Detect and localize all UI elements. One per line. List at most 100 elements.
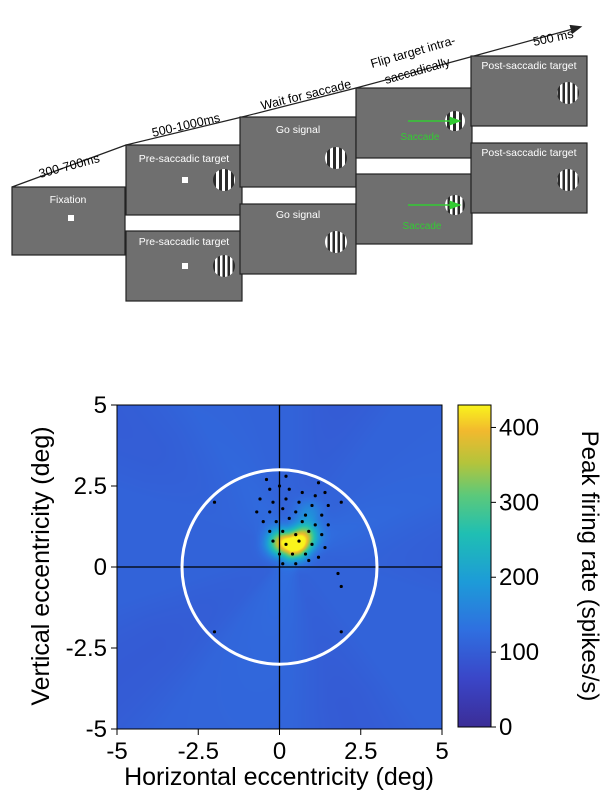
y-tick-label: 2.5 bbox=[74, 473, 107, 500]
data-point bbox=[310, 542, 314, 546]
screen-go-signal-bottom: Go signal bbox=[239, 203, 357, 275]
grating-stimulus bbox=[213, 255, 235, 277]
y-tick-label: -2.5 bbox=[66, 635, 107, 662]
colorbar-tick-label: 0 bbox=[499, 714, 512, 741]
grating-stimulus bbox=[325, 147, 347, 169]
data-point bbox=[268, 529, 272, 533]
stage-label-2: 500-1000ms bbox=[151, 111, 222, 140]
grating-stimulus bbox=[325, 231, 347, 253]
data-point bbox=[313, 494, 317, 498]
screen-post-saccadic-top: Post-saccadic target bbox=[470, 55, 588, 127]
data-point bbox=[255, 510, 259, 514]
screen-post-saccadic-bottom: Post-saccadic target bbox=[470, 142, 588, 214]
screen-go-signal-top: Go signal bbox=[239, 116, 357, 188]
heatmap-chart: -5 -2.5 0 2.5 5 5 2.5 0 -2.5 -5 Horizontal eccent… bbox=[27, 392, 603, 791]
data-point bbox=[336, 571, 340, 576]
data-point bbox=[320, 533, 324, 537]
data-point bbox=[281, 562, 285, 566]
data-point bbox=[271, 500, 275, 504]
data-point bbox=[284, 497, 288, 501]
data-point bbox=[316, 555, 321, 559]
stage-label-1: 300-700ms bbox=[37, 151, 101, 181]
axes: -5 -2.5 0 2.5 5 5 2.5 0 -2.5 -5 bbox=[66, 392, 449, 765]
colorbar-tick-label: 300 bbox=[499, 489, 539, 516]
data-point bbox=[268, 487, 272, 491]
x-tick-label: 0 bbox=[273, 738, 286, 765]
data-point bbox=[313, 523, 317, 527]
y-tick-label: 0 bbox=[94, 554, 107, 581]
screen-fixation: Fixation bbox=[11, 186, 126, 256]
data-point bbox=[277, 484, 282, 488]
data-point bbox=[290, 552, 295, 556]
timeline-arrow bbox=[11, 24, 583, 188]
svg-text:Saccade: Saccade bbox=[403, 221, 442, 232]
data-point bbox=[300, 520, 304, 524]
y-axis-title: Vertical eccentricity (deg) bbox=[27, 426, 55, 705]
data-point bbox=[261, 520, 265, 524]
svg-text:Fixation: Fixation bbox=[50, 194, 87, 206]
colorbar-tick-label: 100 bbox=[499, 639, 539, 666]
data-point bbox=[281, 507, 285, 511]
data-point bbox=[294, 533, 298, 537]
x-tick-label: 5 bbox=[435, 738, 448, 765]
arrow-duration-label: 500 ms bbox=[532, 27, 575, 49]
svg-text:Post-saccadic target: Post-saccadic target bbox=[481, 147, 576, 159]
x-tick-label: -5 bbox=[106, 738, 127, 765]
colorbar-tick-label: 200 bbox=[499, 564, 539, 591]
fixation-point bbox=[68, 215, 74, 221]
screen-pre-saccadic-bottom: Pre-saccadic target bbox=[125, 230, 243, 302]
data-point bbox=[300, 490, 304, 495]
data-point bbox=[339, 630, 343, 634]
colorbar-ticks: 400 300 200 100 0 bbox=[491, 414, 539, 741]
data-point bbox=[297, 500, 301, 504]
data-point bbox=[323, 490, 327, 495]
data-point bbox=[316, 481, 321, 485]
y-tick-label: 5 bbox=[94, 392, 107, 419]
x-tick-label: 2.5 bbox=[344, 738, 377, 765]
data-point bbox=[281, 529, 285, 533]
eccentricity-circle bbox=[180, 468, 379, 666]
task-timeline-diagram: 300-700ms 500-1000ms Wait for saccade Fl… bbox=[11, 24, 588, 302]
colorbar-title: Peak firing rate (spikes/s) bbox=[576, 431, 603, 702]
data-point bbox=[310, 503, 314, 508]
grating-stimulus bbox=[557, 82, 579, 104]
x-tick-label: -2.5 bbox=[178, 738, 219, 765]
colorbar-tick-label: 400 bbox=[499, 414, 539, 441]
data-point bbox=[323, 545, 327, 550]
data-point bbox=[326, 523, 330, 527]
data-point bbox=[287, 487, 291, 491]
data-point bbox=[303, 513, 308, 517]
data-point bbox=[284, 474, 288, 478]
data-point bbox=[320, 513, 324, 517]
grating-stimulus bbox=[557, 169, 579, 191]
stage-label-3: Wait for saccade bbox=[259, 77, 352, 113]
data-point bbox=[212, 630, 217, 634]
screen-pre-saccadic-top: Pre-saccadic target bbox=[125, 144, 243, 216]
data-point bbox=[268, 510, 272, 514]
data-point bbox=[294, 562, 298, 566]
svg-text:Saccade: Saccade bbox=[401, 132, 440, 143]
svg-text:Go signal: Go signal bbox=[276, 124, 320, 136]
colorbar bbox=[457, 404, 492, 728]
x-axis-title: Horizontal eccentricity (deg) bbox=[124, 763, 434, 791]
data-point bbox=[258, 497, 262, 501]
data-point bbox=[264, 477, 269, 482]
data-point bbox=[307, 529, 311, 533]
data-point bbox=[339, 584, 343, 589]
data-point bbox=[287, 516, 291, 520]
y-tick-label: -5 bbox=[86, 716, 107, 743]
plot-area bbox=[117, 405, 442, 729]
screen-saccade-top: Saccade bbox=[355, 87, 473, 159]
data-point bbox=[326, 503, 330, 508]
svg-text:Pre-saccadic target: Pre-saccadic target bbox=[139, 236, 230, 248]
data-point bbox=[339, 500, 343, 504]
data-point bbox=[274, 520, 278, 524]
data-point bbox=[297, 539, 301, 543]
data-point bbox=[303, 552, 308, 556]
data-point bbox=[307, 558, 311, 563]
data-point bbox=[284, 542, 288, 546]
data-point bbox=[271, 539, 275, 543]
svg-text:Go signal: Go signal bbox=[276, 209, 320, 221]
screen-saccade-bottom: Saccade bbox=[355, 173, 473, 245]
